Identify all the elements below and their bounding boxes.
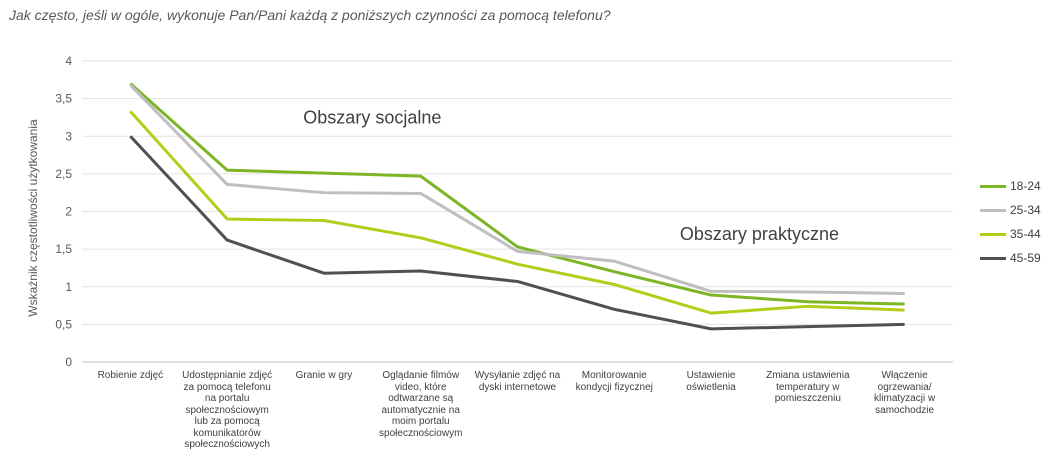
- annotation-label: Obszary socjalne: [303, 107, 441, 127]
- x-tick-label: Udostępnianie zdjęć za pomocą telefonu n…: [182, 370, 273, 450]
- x-tick-label: Zmiana ustawienia temperatury w pomieszc…: [766, 370, 850, 404]
- legend-label: 45-59: [1010, 251, 1041, 265]
- series-line-45-59: [129, 135, 905, 331]
- y-tick-label: 0: [65, 355, 72, 369]
- legend-item: 25-34: [980, 202, 1041, 218]
- legend-swatch: [980, 208, 1006, 212]
- x-tick-label: Wysyłanie zdjęć na dyski internetowe: [474, 370, 561, 393]
- y-tick-label: 4: [65, 54, 72, 68]
- legend-swatch: [980, 232, 1006, 236]
- y-tick-label: 1,5: [55, 242, 72, 256]
- legend-label: 18-24: [1010, 179, 1041, 193]
- x-tick-label: Robienie zdjęć: [97, 370, 164, 381]
- legend-item: 45-59: [980, 250, 1041, 266]
- legend-item: 18-24: [980, 178, 1041, 194]
- y-tick-label: 1: [65, 280, 72, 294]
- legend-item: 35-44: [980, 226, 1041, 242]
- legend-label: 35-44: [1010, 227, 1041, 241]
- y-tick-label: 0,5: [55, 317, 72, 331]
- x-tick-label: Monitorowanie kondycji fizycznej: [575, 370, 653, 393]
- y-tick-label: 3,5: [55, 92, 72, 106]
- annotation-label: Obszary praktyczne: [680, 224, 839, 244]
- x-tick-label: Ustawienie oświetlenia: [686, 370, 736, 393]
- legend-swatch: [980, 184, 1006, 188]
- legend-label: 25-34: [1010, 203, 1041, 217]
- annotations: Obszary socjalne Obszary praktyczne: [303, 107, 839, 244]
- chart-title: Jak często, jeśli w ogóle, wykonuje Pan/…: [9, 7, 611, 23]
- series-line-25-34: [129, 84, 905, 296]
- x-tick-label: Włączenie ogrzewania/ klimatyzacji w sam…: [874, 370, 936, 416]
- legend-swatch: [980, 256, 1006, 260]
- x-tick-label: Granie w gry: [295, 370, 353, 381]
- y-tick-label: 2: [65, 205, 72, 219]
- y-tick-label: 2,5: [55, 167, 72, 181]
- y-tick-label: 3: [65, 129, 72, 143]
- series-line-35-44: [129, 110, 905, 315]
- series-line-18-24: [129, 82, 905, 306]
- grid-lines: [82, 60, 953, 363]
- series-lines: [129, 82, 905, 331]
- y-axis-label: Wskaźnik częstotliwości użytkowania: [26, 119, 40, 317]
- y-axis-ticks: 0 0,5 1 1,5 2 2,5 3 3,5 4: [55, 54, 72, 369]
- x-tick-label: Oglądanie filmów video, które odtwarzane…: [379, 370, 463, 439]
